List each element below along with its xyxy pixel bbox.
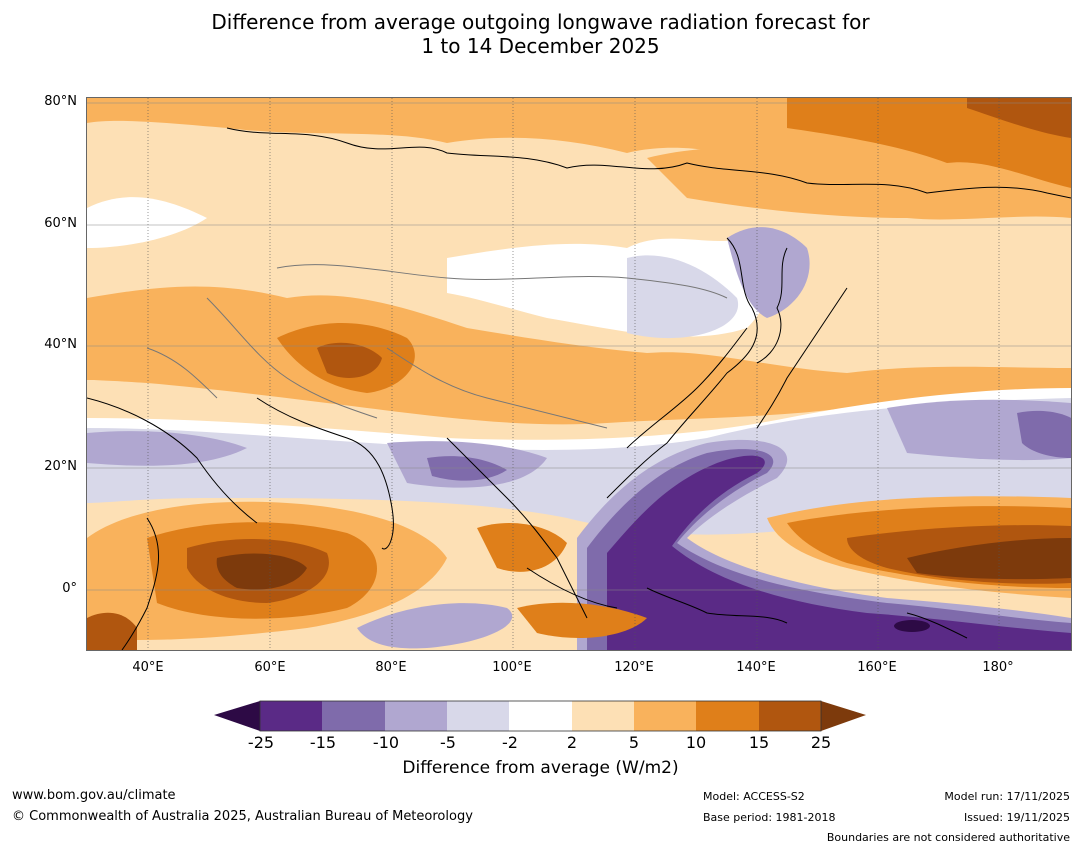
- map-title-line1: Difference from average outgoing longwav…: [211, 10, 870, 34]
- lon-label-100e: 100°E: [492, 660, 532, 675]
- country-borders: [146, 264, 728, 429]
- longitude-gridlines: [147, 98, 1000, 650]
- colorbar-tick: 5: [628, 733, 640, 752]
- colorbar-bin-n10-n5: [385, 701, 447, 731]
- model-run-text: Model run: 17/11/2025: [944, 790, 1070, 803]
- colorbar: [214, 700, 866, 732]
- field-midlat-orange: [87, 286, 1071, 425]
- field-min-anomaly-core: [894, 620, 930, 632]
- field-tropic-lavender: [87, 398, 1071, 535]
- lat-label-60n: 60°N: [44, 216, 77, 231]
- colorbar-outline: [259, 700, 822, 732]
- field-southern-indian-purple: [357, 603, 513, 649]
- colorbar-label: Difference from average (W/m2): [402, 758, 679, 778]
- field-arabia-purple: [87, 431, 247, 466]
- lon-label-140e: 140°E: [736, 660, 776, 675]
- colorbar-tick: 15: [748, 733, 770, 752]
- field-bay-of-bengal-purple: [427, 456, 507, 481]
- field-arctic-dark-orange: [787, 98, 1071, 188]
- lon-label-160e: 160°E: [857, 660, 897, 675]
- base-period-text: Base period: 1981-2018: [703, 811, 836, 824]
- lat-label-20n: 20°N: [44, 459, 77, 474]
- lon-label-120e: 120°E: [614, 660, 654, 675]
- lon-label-80e: 80°E: [375, 660, 407, 675]
- field-manchuria-purple: [727, 227, 810, 318]
- colorbar-tick: -25: [247, 733, 275, 752]
- colorbar-bin-15-25: [759, 701, 821, 731]
- colorbar-extend-low: [214, 701, 260, 731]
- lon-label-180: 180°: [982, 660, 1014, 675]
- disclaimer-text: Boundaries are not considered authoritat…: [826, 831, 1070, 844]
- colorbar-bin-n15-n10: [322, 701, 385, 731]
- colorbar-bin-5-10: [634, 701, 696, 731]
- colorbar-tick: -10: [372, 733, 400, 752]
- lon-label-40e: 40°E: [132, 660, 164, 675]
- map-title-line2: 1 to 14 December 2025: [421, 34, 660, 58]
- field-europe-white: [87, 197, 207, 248]
- field-africa-brown: [87, 612, 137, 650]
- colorbar-bin-n5-n2: [447, 701, 509, 731]
- olr-anomaly-map: [86, 97, 1072, 651]
- field-arctic-brown: [967, 98, 1071, 138]
- model-text: Model: ACCESS-S2: [703, 790, 805, 803]
- field-pacific-dark-purple: [1017, 410, 1071, 458]
- colorbar-tick: -2: [502, 733, 518, 752]
- colorbar-tick: 2: [566, 733, 578, 752]
- coastlines: [87, 127, 1071, 650]
- colorbar-bin-10-15: [696, 701, 759, 731]
- lat-label-40n: 40°N: [44, 337, 77, 352]
- lon-label-60e: 60°E: [254, 660, 286, 675]
- colorbar-tick: -15: [309, 733, 337, 752]
- copyright-text: © Commonwealth of Australia 2025, Austra…: [12, 809, 473, 824]
- colorbar-tick: 10: [685, 733, 707, 752]
- issued-text: Issued: 19/11/2025: [963, 811, 1070, 824]
- colorbar-extend-high: [821, 701, 866, 731]
- colorbar-bin-n25-n15: [260, 701, 322, 731]
- field-java-orange: [517, 602, 647, 638]
- map-canvas: [87, 98, 1071, 650]
- field-tibet-brown: [317, 342, 382, 378]
- field-pacific-core: [907, 538, 1071, 580]
- colorbar-bin-n2-2: [509, 701, 572, 731]
- colorbar-tick: 25: [810, 733, 832, 752]
- field-sumatra-orange: [477, 523, 567, 572]
- map-title: Difference from average outgoing longwav…: [0, 10, 1081, 58]
- field-indian-ocean-core: [216, 553, 307, 590]
- field-china-lavender: [627, 255, 739, 339]
- website-link[interactable]: www.bom.gov.au/climate: [12, 788, 176, 803]
- colorbar-tick: -5: [440, 733, 456, 752]
- colorbar-bin-2-5: [572, 701, 634, 731]
- lat-label-80n: 80°N: [44, 94, 77, 109]
- lat-label-0: 0°: [62, 581, 77, 596]
- field-maritime-deep-purple: [607, 455, 1071, 650]
